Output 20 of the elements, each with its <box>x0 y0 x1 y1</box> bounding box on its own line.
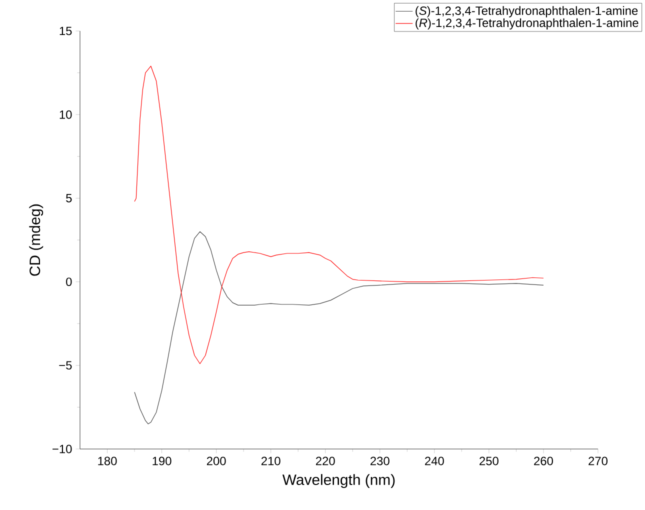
x-tick-label: 270 <box>588 456 608 466</box>
x-tick-label: 180 <box>98 456 117 466</box>
x-tick-label: 200 <box>206 456 226 466</box>
x-tick-label: 250 <box>480 456 498 466</box>
y-tick-label: −10 <box>52 444 72 454</box>
x-tick-label: 260 <box>534 456 553 466</box>
legend-label: (S)-1,2,3,4-Tetrahydronaphthalen-1-amine <box>416 6 638 18</box>
y-axis-title: CD (mdeg) <box>29 204 44 276</box>
x-tick-label: 220 <box>316 456 335 466</box>
x-tick-label: 210 <box>261 456 280 466</box>
y-tick-label: 5 <box>66 194 72 202</box>
legend-label: (R)-1,2,3,4-Tetrahydronaphthalen-1-amine <box>416 18 638 30</box>
y-tick-label: 15 <box>60 26 72 36</box>
x-tick-label: 190 <box>152 456 172 466</box>
x-tick-label: 230 <box>370 456 390 466</box>
x-tick-label: 240 <box>425 456 444 466</box>
y-tick-label: −5 <box>59 361 72 370</box>
y-tick-label: 0 <box>66 278 72 286</box>
x-axis-title: Wavelength (nm) <box>282 474 395 488</box>
y-tick-label: 10 <box>60 110 72 119</box>
